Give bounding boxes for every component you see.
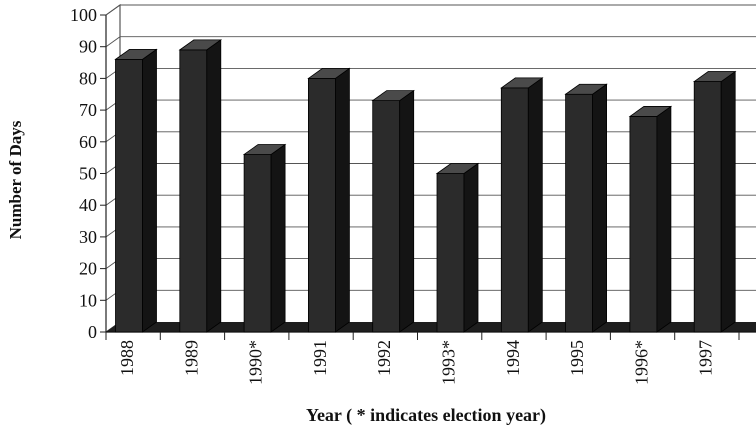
gridline — [105, 4, 756, 16]
y-tick-label: 0 — [88, 322, 97, 342]
bar-side — [527, 77, 543, 333]
bar — [628, 105, 673, 333]
bars — [114, 39, 737, 333]
bar-front — [629, 116, 658, 333]
bar-front — [500, 87, 529, 333]
bar — [435, 162, 480, 333]
bar-top — [692, 71, 737, 82]
x-tick-label: 1988 — [117, 340, 137, 376]
bar — [307, 67, 351, 333]
y-tick-label: 100 — [70, 5, 97, 25]
y-tick-label: 50 — [79, 164, 97, 184]
y-axis-title: Number of Days — [6, 120, 25, 239]
y-tick-label: 60 — [79, 132, 97, 152]
bar-side — [270, 143, 286, 333]
bar — [114, 48, 158, 333]
x-tick-label: 1994 — [503, 340, 523, 376]
bar-top — [307, 68, 351, 79]
bar-side — [334, 67, 350, 333]
bar-front — [307, 78, 336, 333]
y-tick-label: 10 — [79, 290, 97, 310]
bar-side — [399, 89, 415, 333]
y-tick-label: 30 — [79, 227, 97, 247]
bar — [692, 70, 737, 333]
x-tick-label: 1992 — [374, 340, 394, 376]
bar-top — [242, 144, 287, 155]
y-tick-label: 80 — [79, 68, 97, 88]
bar-front — [436, 173, 465, 333]
x-tick-label: 1996* — [631, 340, 651, 385]
bar-front — [565, 93, 593, 333]
bar-side — [720, 70, 736, 333]
x-axis-title: Year ( * indicates election year) — [306, 405, 546, 426]
bar-front — [693, 81, 722, 333]
x-tick-label: 1993* — [439, 340, 459, 385]
bar-side — [592, 83, 607, 333]
bar-top — [178, 39, 223, 51]
bar-front — [372, 100, 401, 333]
bar-top — [500, 77, 544, 89]
bar-top — [435, 163, 480, 174]
y-tick-label: 40 — [79, 195, 97, 215]
x-tick-label: 1989 — [181, 340, 201, 376]
bar — [371, 89, 415, 333]
bar — [178, 39, 223, 333]
bar — [500, 77, 544, 333]
gridline — [105, 36, 756, 48]
x-tick-label: 1990* — [246, 340, 266, 385]
bar-side — [463, 162, 479, 333]
bar-top — [628, 106, 673, 117]
y-tick-label: 90 — [79, 37, 97, 57]
y-tick-label: 20 — [79, 259, 97, 279]
bar — [564, 83, 608, 333]
x-axis: 1988 1989 1990* 1991 1992 1993* 1994 1995 1996* 1… — [105, 332, 740, 385]
bar-top — [371, 90, 415, 101]
bar-side — [206, 39, 222, 333]
bar — [242, 143, 287, 333]
bar-side — [656, 105, 672, 333]
bar-top — [564, 83, 608, 95]
x-tick-label: 1997 — [696, 340, 716, 376]
bar-front — [115, 58, 143, 333]
y-tick-label: 70 — [79, 100, 97, 120]
y-axis: 0 10 20 30 40 50 60 70 80 90 100 — [70, 5, 107, 342]
bar-side — [142, 48, 157, 333]
bar-top — [114, 48, 158, 60]
x-tick-label: 1995 — [567, 340, 587, 376]
x-tick-label: 1991 — [310, 340, 330, 376]
bar-front — [243, 154, 272, 333]
bar-front — [179, 49, 208, 333]
